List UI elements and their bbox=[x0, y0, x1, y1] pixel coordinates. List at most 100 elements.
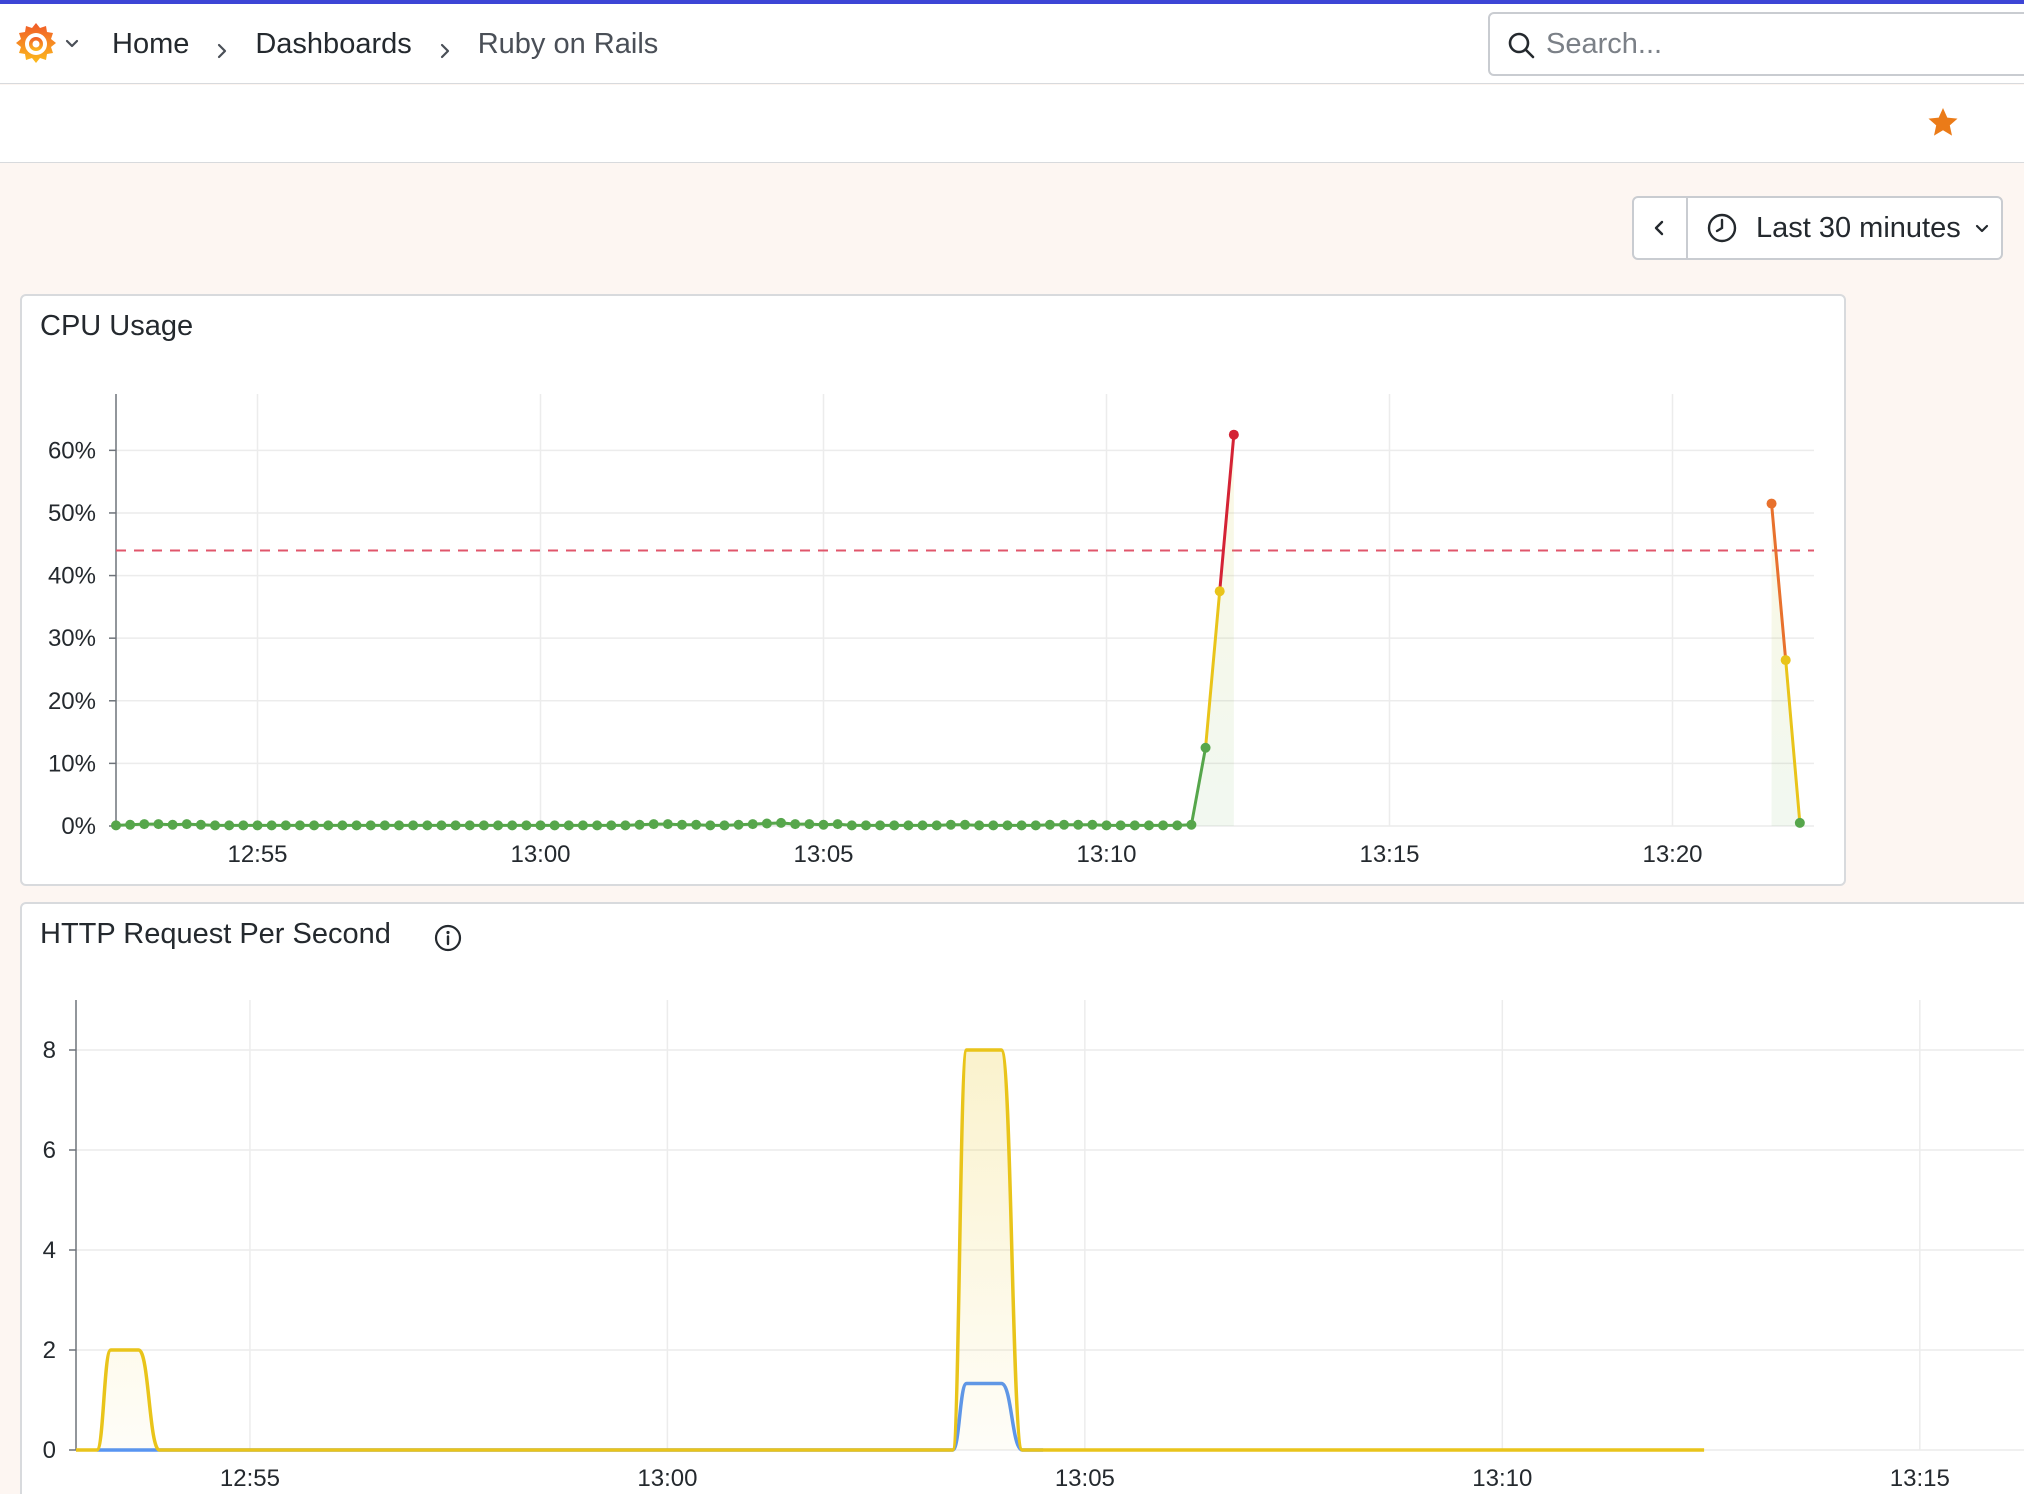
data-point[interactable] bbox=[931, 820, 942, 831]
data-point[interactable] bbox=[832, 819, 843, 830]
star-icon[interactable] bbox=[1925, 105, 1961, 141]
data-point[interactable] bbox=[394, 820, 404, 831]
data-point[interactable] bbox=[1228, 429, 1239, 440]
data-point[interactable] bbox=[733, 819, 744, 830]
data-point[interactable] bbox=[294, 820, 305, 831]
data-point[interactable] bbox=[1158, 820, 1169, 831]
data-point[interactable] bbox=[478, 820, 489, 831]
data-point[interactable] bbox=[181, 819, 192, 830]
data-point[interactable] bbox=[365, 820, 376, 831]
data-point[interactable] bbox=[1186, 819, 1197, 830]
data-point[interactable] bbox=[1200, 742, 1211, 753]
data-point[interactable] bbox=[1016, 820, 1027, 831]
data-point[interactable] bbox=[309, 820, 320, 831]
data-point[interactable] bbox=[252, 820, 263, 831]
data-point[interactable] bbox=[195, 819, 206, 830]
data-point[interactable] bbox=[1030, 820, 1041, 831]
time-range-back-button[interactable] bbox=[1634, 198, 1688, 258]
data-point[interactable] bbox=[238, 820, 249, 831]
data-point[interactable] bbox=[1129, 820, 1140, 831]
data-point[interactable] bbox=[1143, 820, 1154, 831]
data-point[interactable] bbox=[917, 820, 928, 831]
data-point[interactable] bbox=[167, 819, 178, 830]
data-point[interactable] bbox=[1073, 819, 1084, 830]
data-point[interactable] bbox=[521, 820, 532, 831]
data-point[interactable] bbox=[719, 820, 730, 831]
data-point[interactable] bbox=[1794, 817, 1805, 828]
data-point[interactable] bbox=[606, 820, 617, 831]
data-point[interactable] bbox=[1044, 819, 1055, 830]
data-point[interactable] bbox=[790, 819, 801, 830]
data-point[interactable] bbox=[266, 820, 277, 831]
panel-title[interactable]: HTTP Request Per Second bbox=[40, 918, 391, 950]
data-point[interactable] bbox=[988, 820, 999, 831]
breadcrumb-dashboards[interactable]: Dashboards bbox=[255, 27, 412, 60]
data-point[interactable] bbox=[111, 820, 121, 831]
data-point[interactable] bbox=[776, 817, 787, 828]
data-point[interactable] bbox=[549, 820, 560, 831]
panel-title[interactable]: CPU Usage bbox=[40, 310, 194, 342]
data-point[interactable] bbox=[1101, 820, 1112, 831]
data-point[interactable] bbox=[563, 820, 574, 831]
data-point[interactable] bbox=[691, 819, 702, 830]
data-point[interactable] bbox=[450, 820, 461, 831]
data-point[interactable] bbox=[1172, 820, 1183, 831]
chevron-down-icon[interactable] bbox=[62, 34, 82, 54]
data-point[interactable] bbox=[620, 820, 631, 831]
data-point[interactable] bbox=[677, 819, 687, 830]
info-icon[interactable] bbox=[434, 924, 462, 952]
data-point[interactable] bbox=[846, 820, 857, 831]
data-point[interactable] bbox=[705, 820, 716, 831]
data-point[interactable] bbox=[323, 820, 334, 831]
data-point[interactable] bbox=[125, 819, 136, 830]
data-point[interactable] bbox=[1766, 498, 1777, 509]
data-point[interactable] bbox=[818, 819, 829, 830]
search-input[interactable] bbox=[1546, 24, 2006, 64]
http-requests-chart[interactable]: 12:55 13:00 13:05 13:10 13:15 0 2 4 6 8 bbox=[22, 904, 2024, 1494]
data-point[interactable] bbox=[210, 820, 221, 831]
data-point[interactable] bbox=[493, 820, 504, 831]
data-point[interactable] bbox=[1087, 819, 1098, 830]
data-point[interactable] bbox=[875, 820, 886, 831]
breadcrumb-current-dashboard[interactable]: Ruby on Rails bbox=[477, 27, 659, 60]
data-point[interactable] bbox=[507, 820, 518, 831]
breadcrumb-home[interactable]: Home bbox=[112, 27, 190, 60]
data-point[interactable] bbox=[592, 820, 603, 831]
search-box[interactable] bbox=[1488, 12, 2024, 76]
data-point[interactable] bbox=[634, 819, 645, 830]
series-line[interactable] bbox=[96, 1381, 1044, 1452]
data-point[interactable] bbox=[464, 820, 475, 831]
time-range-button[interactable]: Last 30 minutes bbox=[1688, 198, 2001, 258]
series-line[interactable] bbox=[76, 1048, 1705, 1452]
data-point[interactable] bbox=[945, 819, 956, 830]
data-point[interactable] bbox=[337, 820, 348, 831]
data-point[interactable] bbox=[224, 820, 235, 831]
data-point[interactable] bbox=[436, 820, 447, 831]
data-point[interactable] bbox=[903, 820, 914, 831]
data-point[interactable] bbox=[662, 819, 673, 830]
data-point[interactable] bbox=[351, 820, 362, 831]
data-point[interactable] bbox=[153, 819, 164, 830]
data-point[interactable] bbox=[974, 820, 985, 831]
data-point[interactable] bbox=[747, 819, 758, 830]
data-point[interactable] bbox=[1780, 655, 1791, 666]
data-point[interactable] bbox=[1059, 819, 1070, 830]
data-point[interactable] bbox=[280, 820, 291, 831]
data-point[interactable] bbox=[1002, 820, 1013, 831]
cpu-usage-chart[interactable]: 12:55 13:00 13:05 13:10 13:15 13:20 0% 10% 20% 30… bbox=[22, 296, 1846, 886]
data-point[interactable] bbox=[804, 819, 815, 830]
data-point[interactable] bbox=[860, 820, 871, 831]
data-point[interactable] bbox=[535, 820, 546, 831]
data-point[interactable] bbox=[139, 819, 150, 830]
data-point[interactable] bbox=[408, 820, 419, 831]
grafana-logo-icon[interactable] bbox=[12, 20, 60, 68]
time-range-picker[interactable]: Last 30 minutes bbox=[1632, 196, 2003, 260]
data-point[interactable] bbox=[1115, 820, 1126, 831]
data-point[interactable] bbox=[1214, 586, 1225, 597]
data-point[interactable] bbox=[761, 818, 772, 829]
data-point[interactable] bbox=[960, 819, 970, 830]
data-point[interactable] bbox=[422, 820, 433, 831]
data-point[interactable] bbox=[648, 819, 659, 830]
data-point[interactable] bbox=[379, 820, 390, 831]
data-point[interactable] bbox=[889, 820, 900, 831]
